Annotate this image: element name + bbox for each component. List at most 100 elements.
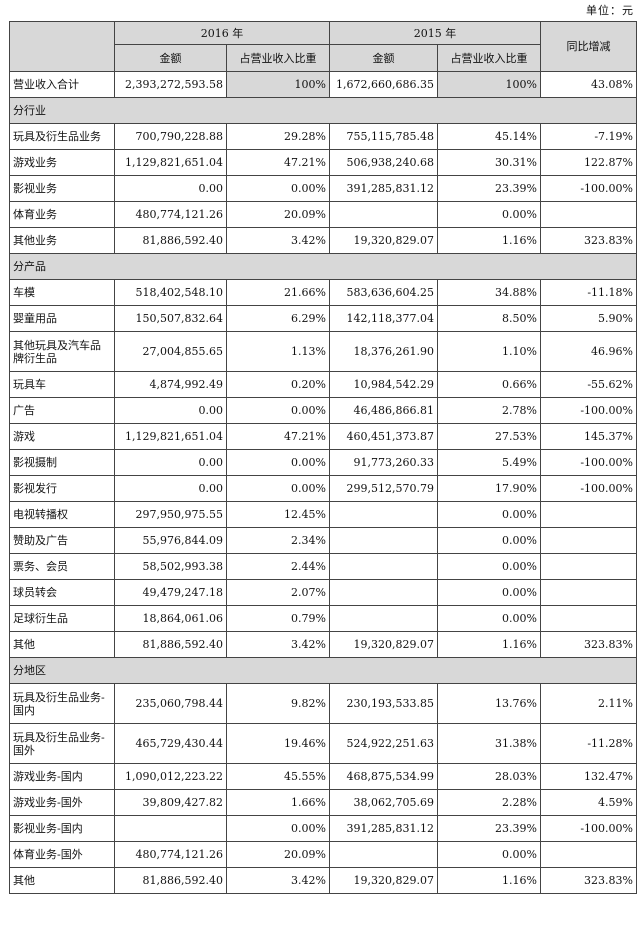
yoy-change: -11.18%	[540, 279, 637, 306]
share-2015: 27.53%	[437, 423, 541, 450]
share-2015: 0.00%	[437, 201, 541, 228]
corner-header-cell	[9, 21, 115, 72]
total-label: 营业收入合计	[9, 71, 115, 98]
share-2016: 47.21%	[226, 423, 330, 450]
share-2016: 0.00%	[226, 449, 330, 476]
header-amount-2016: 金额	[114, 44, 227, 72]
header-amount-2015: 金额	[329, 44, 438, 72]
share-2016: 2.34%	[226, 527, 330, 554]
amount-2016	[114, 815, 227, 842]
table-row: 玩具及衍生品业务-国外 465,729,430.44 19.46% 524,922,2…	[9, 723, 637, 764]
share-2015: 5.49%	[437, 449, 541, 476]
table-row: 影视业务-国内 0.00% 391,285,831.12 23.39% -100.00%	[9, 815, 637, 842]
row-label: 电视转播权	[9, 501, 115, 528]
amount-2016: 81,886,592.40	[114, 631, 227, 658]
table-row: 广告 0.00 0.00% 46,486,866.81 2.78% -100.00%	[9, 397, 637, 424]
share-2016: 0.79%	[226, 605, 330, 632]
row-label: 玩具及衍生品业务-国外	[9, 723, 115, 764]
table-row: 票务、会员 58,502,993.38 2.44% 0.00%	[9, 553, 637, 580]
amount-2015	[329, 841, 438, 868]
amount-2015: 142,118,377.04	[329, 305, 438, 332]
table-row: 玩具车 4,874,992.49 0.20% 10,984,542.29 0.66% -5…	[9, 371, 637, 398]
share-2015: 1.16%	[437, 867, 541, 894]
share-2016: 20.09%	[226, 201, 330, 228]
row-label: 游戏	[9, 423, 115, 450]
amount-2015: 18,376,261.90	[329, 331, 438, 372]
yoy-change	[540, 605, 637, 632]
row-label: 游戏业务-国外	[9, 789, 115, 816]
total-row: 营业收入合计 2,393,272,593.58 100% 1,672,660,6…	[9, 71, 637, 98]
share-2016: 6.29%	[226, 305, 330, 332]
table-row: 体育业务 480,774,121.26 20.09% 0.00%	[9, 201, 637, 228]
amount-2015: 583,636,604.25	[329, 279, 438, 306]
section-title: 分行业	[9, 97, 637, 124]
header-2016: 2016 年	[114, 21, 330, 45]
amount-2015	[329, 579, 438, 606]
amount-2016: 465,729,430.44	[114, 723, 227, 764]
row-label: 车模	[9, 279, 115, 306]
amount-2016: 480,774,121.26	[114, 201, 227, 228]
row-label: 玩具及衍生品业务	[9, 123, 115, 150]
row-label: 影视发行	[9, 475, 115, 502]
amount-2016: 297,950,975.55	[114, 501, 227, 528]
share-2015: 0.00%	[437, 605, 541, 632]
amount-2015: 38,062,705.69	[329, 789, 438, 816]
share-2016: 2.44%	[226, 553, 330, 580]
yoy-change: -100.00%	[540, 449, 637, 476]
amount-2016: 1,129,821,651.04	[114, 149, 227, 176]
yoy-change: -55.62%	[540, 371, 637, 398]
table-row: 其他 81,886,592.40 3.42% 19,320,829.07 1.16% 32…	[9, 631, 637, 658]
yoy-change: 132.47%	[540, 763, 637, 790]
total-amount-2016: 2,393,272,593.58	[114, 71, 227, 98]
table-row: 玩具及衍生品业务-国内 235,060,798.44 9.82% 230,193,53…	[9, 683, 637, 724]
revenue-table: 2016 年 2015 年 同比增减 金额 占营业收入比重 金额 占营业收入比重…	[9, 21, 637, 894]
share-2015: 23.39%	[437, 175, 541, 202]
amount-2016: 81,886,592.40	[114, 227, 227, 254]
row-label: 其他	[9, 631, 115, 658]
row-label: 玩具车	[9, 371, 115, 398]
share-2015: 34.88%	[437, 279, 541, 306]
share-2016: 0.00%	[226, 815, 330, 842]
amount-2015: 299,512,570.79	[329, 475, 438, 502]
table-row: 其他玩具及汽车品牌衍生品 27,004,855.65 1.13% 18,376,261…	[9, 331, 637, 372]
table-row: 车模 518,402,548.10 21.66% 583,636,604.25 34.8…	[9, 279, 637, 306]
amount-2016: 0.00	[114, 475, 227, 502]
amount-2015: 391,285,831.12	[329, 175, 438, 202]
share-2016: 2.07%	[226, 579, 330, 606]
share-2016: 3.42%	[226, 867, 330, 894]
section-title: 分产品	[9, 253, 637, 280]
yoy-change: 323.83%	[540, 631, 637, 658]
table-row: 影视发行 0.00 0.00% 299,512,570.79 17.90% -100.00…	[9, 475, 637, 502]
yoy-change: -100.00%	[540, 175, 637, 202]
share-2016: 20.09%	[226, 841, 330, 868]
row-label: 影视业务-国内	[9, 815, 115, 842]
yoy-change: 46.96%	[540, 331, 637, 372]
share-2015: 0.00%	[437, 579, 541, 606]
table-row: 电视转播权 297,950,975.55 12.45% 0.00%	[9, 501, 637, 528]
share-2016: 3.42%	[226, 631, 330, 658]
share-2016: 0.00%	[226, 397, 330, 424]
yoy-change: -11.28%	[540, 723, 637, 764]
amount-2015	[329, 201, 438, 228]
share-2016: 47.21%	[226, 149, 330, 176]
row-label: 其他玩具及汽车品牌衍生品	[9, 331, 115, 372]
table-row: 足球衍生品 18,864,061.06 0.79% 0.00%	[9, 605, 637, 632]
share-2015: 45.14%	[437, 123, 541, 150]
share-2016: 21.66%	[226, 279, 330, 306]
header-share-2015: 占营业收入比重	[437, 44, 541, 72]
share-2016: 0.20%	[226, 371, 330, 398]
row-label: 影视摄制	[9, 449, 115, 476]
amount-2015: 506,938,240.68	[329, 149, 438, 176]
yoy-change: 323.83%	[540, 227, 637, 254]
table-row: 其他 81,886,592.40 3.42% 19,320,829.07 1.16% 32…	[9, 867, 637, 894]
row-label: 赞助及广告	[9, 527, 115, 554]
share-2016: 0.00%	[226, 175, 330, 202]
share-2015: 23.39%	[437, 815, 541, 842]
table-row: 赞助及广告 55,976,844.09 2.34% 0.00%	[9, 527, 637, 554]
share-2016: 9.82%	[226, 683, 330, 724]
amount-2016: 49,479,247.18	[114, 579, 227, 606]
row-label: 影视业务	[9, 175, 115, 202]
share-2015: 1.10%	[437, 331, 541, 372]
yoy-change	[540, 527, 637, 554]
section-row: 分行业	[9, 97, 637, 124]
